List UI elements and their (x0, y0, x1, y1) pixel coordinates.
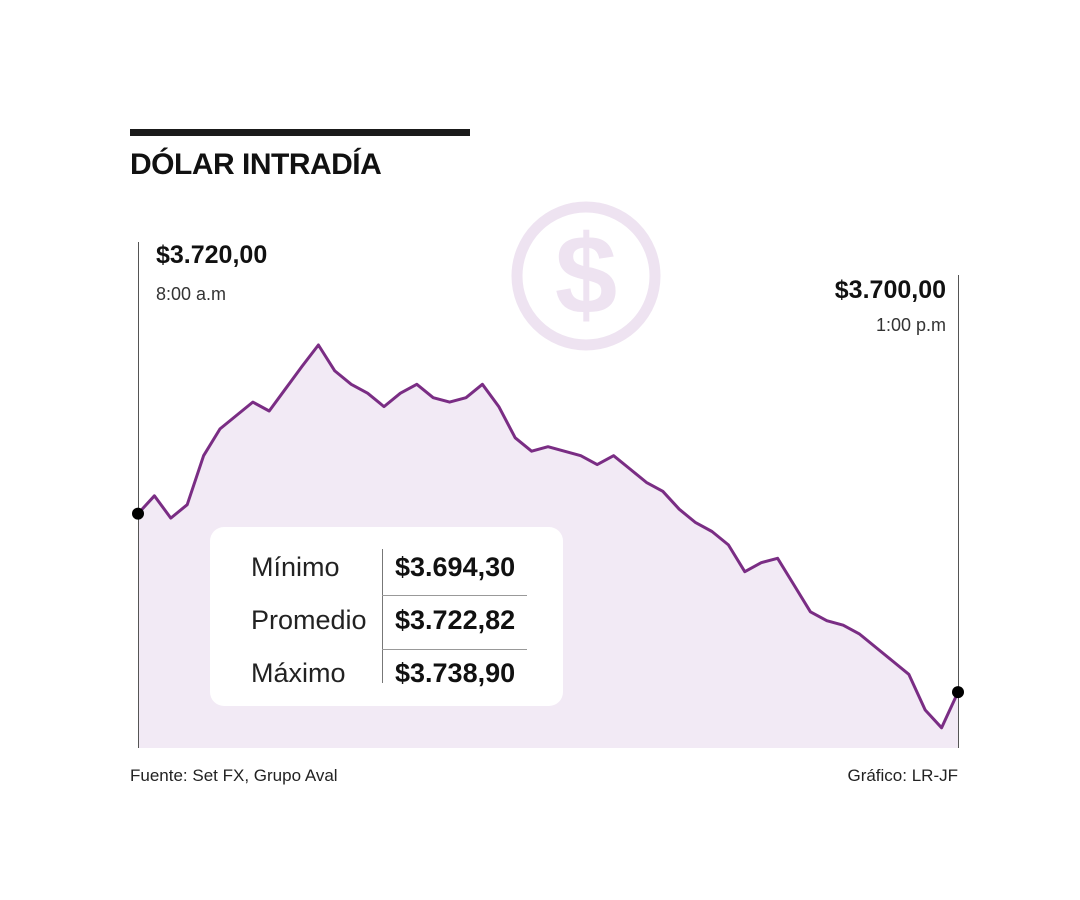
dollar-circle-icon: $ (511, 201, 661, 351)
stat-label: Mínimo (251, 552, 340, 582)
stat-row-maximum: Máximo $3.738,90 (210, 648, 563, 700)
end-time-label: 1:00 p.m (875, 315, 946, 335)
start-value-label: $3.720,00 (156, 241, 268, 269)
svg-text:$: $ (555, 212, 617, 337)
stat-label: Máximo (251, 658, 346, 688)
price-line (136, 343, 960, 730)
stats-divider (382, 649, 527, 650)
end-value-label: $3.700,00 (834, 276, 946, 304)
stats-vertical-divider (382, 549, 383, 683)
start-point (132, 507, 144, 520)
stat-value: $3.694,30 (395, 552, 516, 582)
stat-row-average: Promedio $3.722,82 (210, 595, 563, 647)
title-rule (130, 129, 470, 136)
stats-divider (382, 595, 527, 596)
stat-row-minimum: Mínimo $3.694,30 (210, 542, 563, 594)
stats-box: Mínimo $3.694,30 Promedio $3.722,82 Máxi… (210, 527, 563, 706)
source-note: Fuente: Set FX, Grupo Aval (130, 766, 338, 785)
stat-value: $3.738,90 (395, 658, 516, 688)
stat-value: $3.722,82 (395, 605, 516, 635)
stat-label: Promedio (251, 605, 367, 635)
credit-note: Gráfico: LR-JF (847, 766, 958, 785)
start-time-label: 8:00 a.m (156, 284, 227, 304)
chart-title: DÓLAR INTRADÍA (130, 148, 382, 181)
end-point (952, 686, 964, 699)
